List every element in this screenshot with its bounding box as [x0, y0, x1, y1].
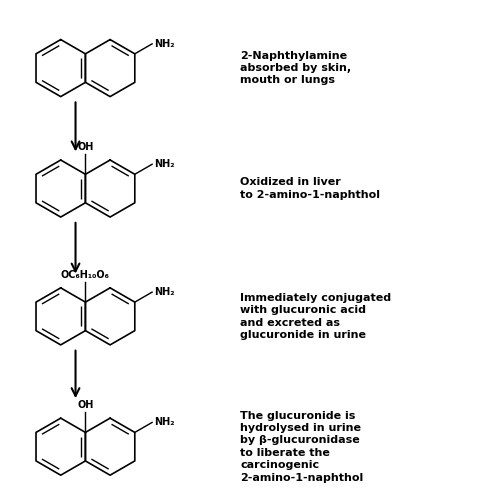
Text: NH₂: NH₂ [154, 287, 175, 297]
Text: OH: OH [77, 142, 94, 152]
Text: OC₆H₁₀O₆: OC₆H₁₀O₆ [61, 270, 110, 280]
Text: Immediately conjugated
with glucuronic acid
and excreted as
glucuronide in urine: Immediately conjugated with glucuronic a… [240, 293, 392, 340]
Text: The glucuronide is
hydrolysed in urine
by β-glucuronidase
to liberate the
carcin: The glucuronide is hydrolysed in urine b… [240, 410, 364, 482]
Text: NH₂: NH₂ [154, 39, 175, 49]
Text: NH₂: NH₂ [154, 160, 175, 170]
Text: OH: OH [77, 400, 94, 410]
Text: 2-Naphthylamine
absorbed by skin,
mouth or lungs: 2-Naphthylamine absorbed by skin, mouth … [240, 50, 352, 86]
Text: NH₂: NH₂ [154, 418, 175, 428]
Text: Oxidized in liver
to 2-amino-1-naphthol: Oxidized in liver to 2-amino-1-naphthol [240, 178, 380, 200]
